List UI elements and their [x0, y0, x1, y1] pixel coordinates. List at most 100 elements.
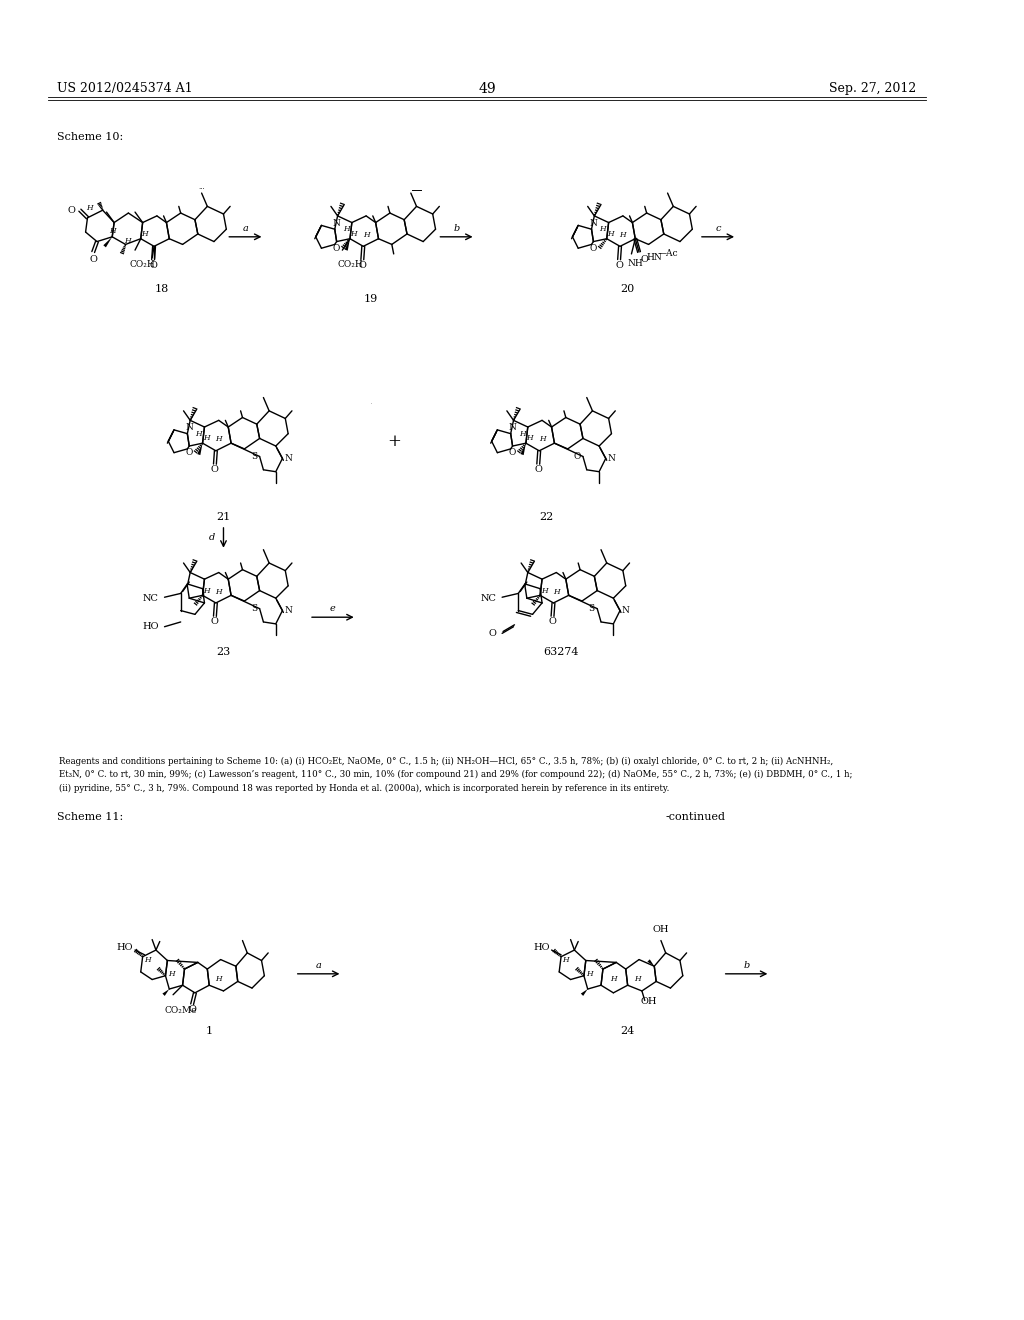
- Text: H: H: [109, 227, 116, 235]
- Text: H: H: [86, 205, 93, 213]
- Text: H: H: [634, 974, 640, 982]
- Text: H: H: [215, 587, 222, 595]
- Text: US 2012/0245374 A1: US 2012/0245374 A1: [57, 82, 193, 95]
- Text: H: H: [526, 434, 534, 442]
- Text: S: S: [251, 605, 257, 614]
- Text: O: O: [333, 244, 340, 252]
- Text: O: O: [590, 244, 597, 252]
- Text: N: N: [333, 219, 341, 228]
- Text: O: O: [211, 618, 219, 627]
- Text: O: O: [641, 255, 648, 264]
- Text: CO₂Me: CO₂Me: [165, 1006, 197, 1015]
- Text: HN: HN: [647, 253, 663, 263]
- Text: 20: 20: [621, 284, 635, 294]
- Text: Reagents and conditions pertaining to Scheme 10: (a) (i) HCO₂Et, NaOMe, 0° C., 1: Reagents and conditions pertaining to Sc…: [59, 756, 834, 766]
- Text: H: H: [144, 956, 151, 964]
- Text: O: O: [549, 618, 556, 627]
- Text: H: H: [562, 956, 569, 964]
- Text: Scheme 11:: Scheme 11:: [57, 812, 123, 822]
- Text: NC: NC: [143, 594, 159, 603]
- Text: O: O: [211, 466, 219, 474]
- Text: H: H: [607, 230, 613, 238]
- Text: N: N: [622, 606, 630, 615]
- Text: H: H: [203, 586, 210, 594]
- Polygon shape: [581, 989, 588, 995]
- Text: H: H: [215, 974, 222, 982]
- Text: NC: NC: [480, 594, 497, 603]
- Text: 1: 1: [206, 1026, 213, 1036]
- Text: N: N: [607, 454, 615, 463]
- Text: 23: 23: [216, 647, 230, 657]
- Text: O: O: [358, 261, 367, 269]
- Text: O: O: [188, 1006, 196, 1015]
- Text: -continued: -continued: [666, 812, 726, 822]
- Text: O: O: [89, 255, 97, 264]
- Text: 22: 22: [540, 512, 554, 523]
- Text: 63274: 63274: [544, 647, 579, 657]
- Text: b: b: [743, 961, 750, 970]
- Text: N: N: [590, 219, 597, 228]
- Text: H: H: [519, 430, 525, 438]
- Polygon shape: [103, 236, 113, 247]
- Text: H: H: [350, 230, 357, 238]
- Text: CO₂H: CO₂H: [130, 260, 156, 269]
- Text: HO: HO: [117, 942, 133, 952]
- Text: S: S: [589, 605, 595, 614]
- Text: NH: NH: [628, 259, 643, 268]
- Text: OH: OH: [640, 997, 656, 1006]
- Text: c: c: [715, 224, 721, 232]
- Text: N: N: [509, 424, 516, 433]
- Text: —Ac: —Ac: [658, 249, 679, 259]
- Text: H: H: [539, 436, 546, 444]
- Text: O: O: [535, 466, 542, 474]
- Text: H: H: [124, 236, 131, 244]
- Text: H: H: [620, 231, 627, 239]
- Text: H: H: [141, 230, 147, 238]
- Text: 21: 21: [216, 512, 230, 523]
- Text: a: a: [315, 961, 322, 970]
- Text: Et₃N, 0° C. to rt, 30 min, 99%; (c) Lawesson’s reagent, 110° C., 30 min, 10% (fo: Et₃N, 0° C. to rt, 30 min, 99%; (c) Lawe…: [59, 771, 852, 779]
- Text: H: H: [587, 970, 593, 978]
- Text: N: N: [285, 454, 292, 463]
- Text: H: H: [343, 226, 349, 234]
- Text: 18: 18: [155, 284, 169, 294]
- Text: O: O: [68, 206, 75, 215]
- Polygon shape: [520, 444, 526, 455]
- Text: O: O: [509, 449, 516, 457]
- Text: e: e: [330, 605, 336, 614]
- Text: ...: ...: [199, 183, 205, 191]
- Text: N: N: [285, 606, 292, 615]
- Text: S: S: [251, 451, 257, 461]
- Text: O: O: [573, 451, 581, 461]
- Text: O: O: [150, 261, 157, 269]
- Polygon shape: [163, 989, 169, 995]
- Text: H: H: [215, 436, 222, 444]
- Text: CO₂H: CO₂H: [337, 260, 362, 269]
- Text: 24: 24: [621, 1026, 635, 1036]
- Polygon shape: [345, 239, 350, 251]
- Text: N: N: [185, 424, 194, 433]
- Text: O: O: [185, 449, 193, 457]
- Text: HO: HO: [534, 942, 550, 952]
- Text: (ii) pyridine, 55° C., 3 h, 79%. Compound 18 was reported by Honda et al. (2000a: (ii) pyridine, 55° C., 3 h, 79%. Compoun…: [59, 784, 670, 793]
- Polygon shape: [198, 444, 203, 455]
- Text: H: H: [196, 430, 202, 438]
- Text: 19: 19: [364, 293, 378, 304]
- Text: H: H: [553, 587, 560, 595]
- Text: H: H: [541, 586, 547, 594]
- Text: H: H: [168, 970, 174, 978]
- Text: H: H: [610, 974, 616, 982]
- Text: OH: OH: [652, 925, 669, 933]
- Text: HO: HO: [142, 622, 159, 631]
- Text: a: a: [243, 224, 248, 232]
- Text: +: +: [388, 433, 401, 450]
- Text: d: d: [209, 533, 215, 543]
- Text: Sep. 27, 2012: Sep. 27, 2012: [829, 82, 916, 95]
- Text: 49: 49: [478, 82, 496, 96]
- Text: O: O: [615, 261, 623, 269]
- Text: H: H: [362, 231, 370, 239]
- Text: H: H: [203, 434, 210, 442]
- Polygon shape: [647, 960, 654, 966]
- Text: b: b: [454, 224, 460, 232]
- Text: H: H: [600, 226, 606, 234]
